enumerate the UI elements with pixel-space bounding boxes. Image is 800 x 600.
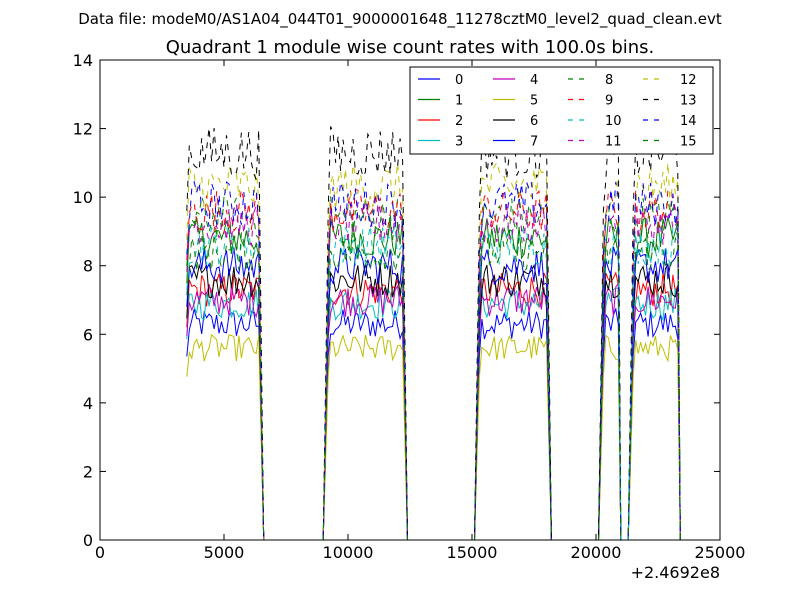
- y-tick-label: 6: [83, 325, 93, 344]
- x-tick-label: 5000: [204, 543, 245, 562]
- y-tick-label: 10: [73, 188, 93, 207]
- legend-label-11: 11: [605, 135, 622, 150]
- plot-frame: [99, 59, 721, 541]
- legend-label-1: 1: [455, 94, 463, 109]
- legend-label-5: 5: [530, 94, 538, 109]
- x-tick-label: 10000: [323, 543, 374, 562]
- y-tick-label: 12: [73, 120, 93, 139]
- y-tick-label: 8: [83, 257, 93, 276]
- y-tick-label: 2: [83, 462, 93, 481]
- legend-label-10: 10: [605, 114, 622, 129]
- legend-label-13: 13: [680, 94, 697, 109]
- chart-title: Quadrant 1 module wise count rates with …: [166, 37, 655, 58]
- y-tick-label: 14: [73, 51, 93, 70]
- x-tick-label: 25000: [695, 543, 746, 562]
- legend-label-4: 4: [530, 73, 538, 88]
- x-tick-label: 15000: [447, 543, 498, 562]
- x-offset-label: +2.4692e8: [631, 563, 720, 582]
- y-tick-label: 4: [83, 394, 93, 413]
- x-tick-label: 0: [95, 543, 105, 562]
- legend-label-14: 14: [680, 114, 697, 129]
- legend-label-2: 2: [455, 114, 463, 129]
- legend-label-15: 15: [680, 135, 697, 150]
- legend-label-6: 6: [530, 114, 538, 129]
- legend-label-8: 8: [605, 73, 613, 88]
- x-tick-label: 20000: [571, 543, 622, 562]
- legend-label-9: 9: [605, 94, 613, 109]
- legend-label-12: 12: [680, 73, 697, 88]
- y-tick-label: 0: [83, 531, 93, 550]
- series-layer: [186, 125, 681, 541]
- chart-suptitle: Data file: modeM0/AS1A04_044T01_90000016…: [78, 10, 722, 29]
- legend-frame: [409, 66, 714, 155]
- legend-label-0: 0: [455, 73, 463, 88]
- legend-label-3: 3: [455, 135, 463, 150]
- legend-label-7: 7: [530, 135, 538, 150]
